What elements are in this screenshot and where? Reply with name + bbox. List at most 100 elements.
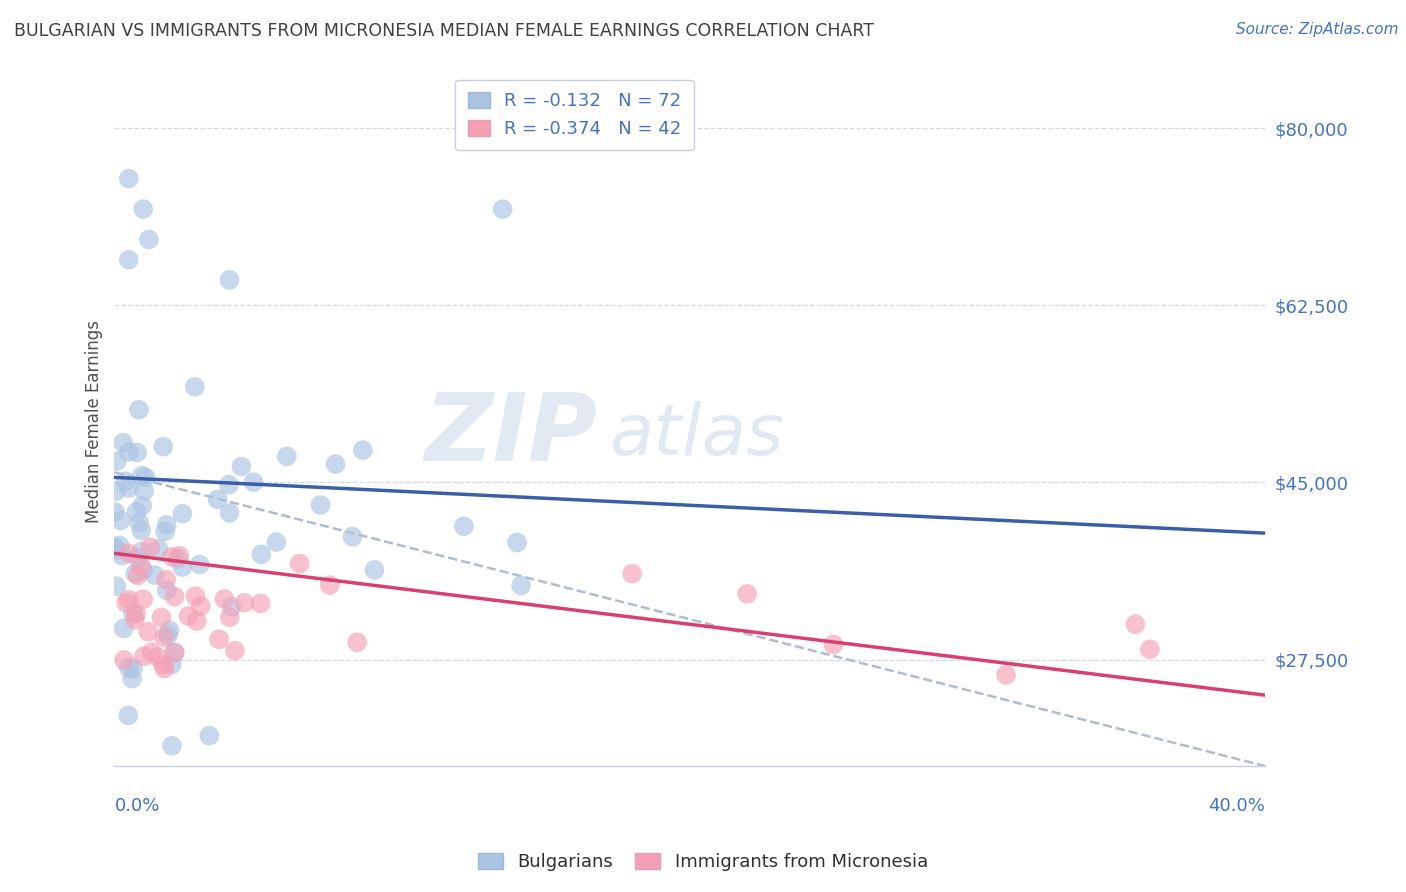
Point	[218, 506, 240, 520]
Point	[127, 550, 149, 565]
Point	[156, 628, 179, 642]
Point	[118, 252, 141, 267]
Point	[139, 540, 162, 554]
Point	[152, 657, 174, 672]
Point	[141, 645, 163, 659]
Point	[160, 657, 183, 672]
Point	[112, 653, 135, 667]
Point	[177, 608, 200, 623]
Text: Source: ZipAtlas.com: Source: ZipAtlas.com	[1236, 22, 1399, 37]
Point	[208, 632, 231, 647]
Point	[153, 661, 176, 675]
Point	[112, 621, 135, 635]
Point	[104, 505, 127, 519]
Point	[115, 596, 138, 610]
Text: 40.0%: 40.0%	[1208, 797, 1265, 814]
Point	[118, 171, 141, 186]
Point	[132, 649, 155, 664]
Point	[319, 578, 342, 592]
Point	[125, 607, 148, 621]
Point	[132, 563, 155, 577]
Point	[129, 524, 152, 538]
Point	[453, 519, 475, 533]
Point	[1125, 617, 1147, 632]
Point	[128, 402, 150, 417]
Text: BULGARIAN VS IMMIGRANTS FROM MICRONESIA MEDIAN FEMALE EARNINGS CORRELATION CHART: BULGARIAN VS IMMIGRANTS FROM MICRONESIA …	[14, 22, 875, 40]
Text: 0.0%: 0.0%	[114, 797, 160, 814]
Point	[153, 524, 176, 539]
Point	[105, 484, 128, 499]
Point	[186, 614, 208, 628]
Point	[122, 607, 145, 621]
Point	[188, 558, 211, 572]
Point	[148, 541, 170, 556]
Point	[105, 542, 128, 557]
Point	[105, 579, 128, 593]
Point	[190, 599, 212, 613]
Point	[309, 498, 332, 512]
Legend: Bulgarians, Immigrants from Micronesia: Bulgarians, Immigrants from Micronesia	[471, 846, 935, 879]
Point	[118, 546, 141, 560]
Point	[1139, 642, 1161, 657]
Point	[342, 530, 364, 544]
Point	[118, 592, 141, 607]
Point	[266, 535, 288, 549]
Point	[163, 646, 186, 660]
Point	[352, 443, 374, 458]
Point	[131, 468, 153, 483]
Point	[118, 481, 141, 495]
Point	[127, 568, 149, 582]
Point	[233, 596, 256, 610]
Point	[146, 649, 169, 664]
Point	[207, 492, 229, 507]
Point	[122, 661, 145, 675]
Point	[160, 739, 183, 753]
Point	[155, 573, 177, 587]
Point	[132, 202, 155, 216]
Point	[131, 559, 153, 574]
Point	[288, 557, 311, 571]
Point	[160, 549, 183, 564]
Point	[117, 708, 139, 723]
Point	[125, 505, 148, 519]
Point	[172, 507, 194, 521]
Point	[156, 583, 179, 598]
Point	[150, 610, 173, 624]
Point	[143, 568, 166, 582]
Point	[104, 540, 127, 554]
Point	[249, 596, 271, 610]
Y-axis label: Median Female Earnings: Median Female Earnings	[86, 320, 103, 524]
Point	[118, 445, 141, 459]
Point	[153, 631, 176, 645]
Point	[221, 599, 243, 614]
Point	[166, 551, 188, 566]
Point	[124, 566, 146, 581]
Point	[110, 513, 132, 527]
Point	[134, 484, 156, 499]
Point	[621, 566, 644, 581]
Point	[218, 477, 240, 491]
Point	[346, 635, 368, 649]
Point	[172, 560, 194, 574]
Point	[169, 549, 191, 563]
Point	[184, 589, 207, 603]
Point	[218, 610, 240, 624]
Point	[163, 590, 186, 604]
Point	[231, 459, 253, 474]
Point	[128, 516, 150, 530]
Point	[735, 587, 758, 601]
Text: atlas: atlas	[609, 401, 783, 470]
Point	[131, 499, 153, 513]
Point	[112, 435, 135, 450]
Point	[118, 661, 141, 675]
Point	[363, 563, 385, 577]
Point	[198, 729, 221, 743]
Point	[124, 613, 146, 627]
Point	[250, 547, 273, 561]
Point	[163, 645, 186, 659]
Point	[138, 232, 160, 246]
Point	[152, 440, 174, 454]
Point	[131, 544, 153, 558]
Point	[510, 578, 533, 592]
Point	[242, 475, 264, 490]
